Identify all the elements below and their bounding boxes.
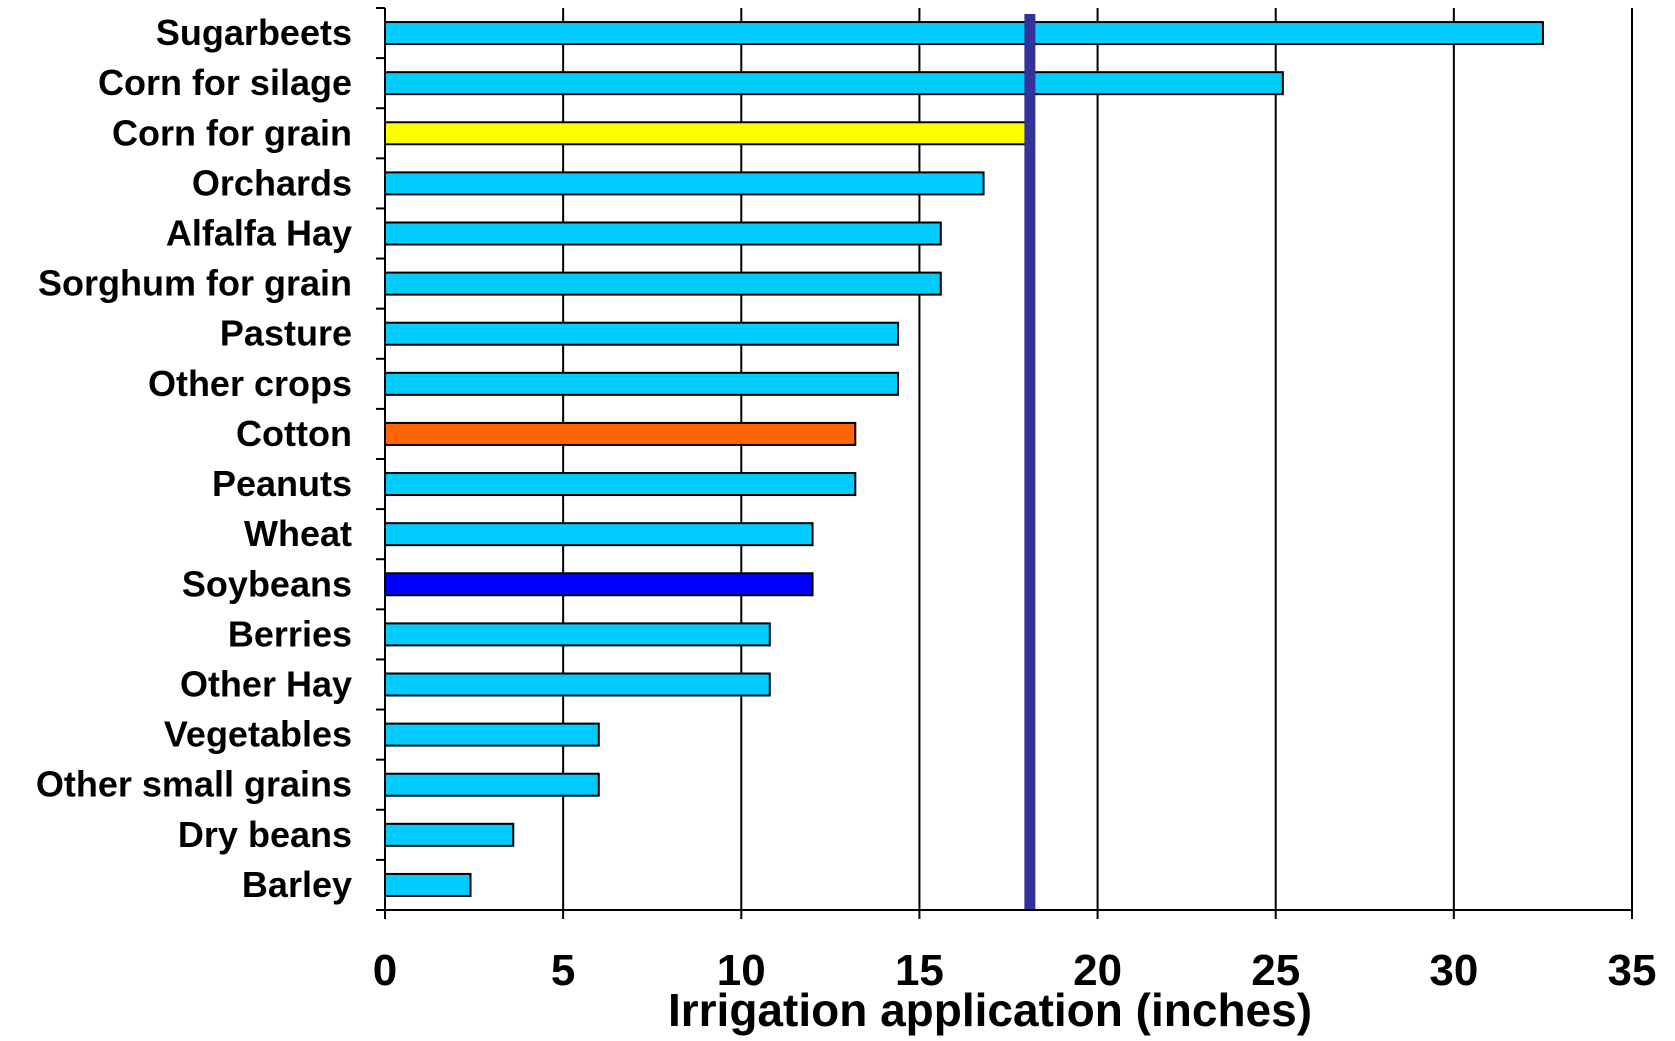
gridlines	[562, 8, 1633, 910]
x-tick-label: 25	[1251, 946, 1300, 995]
bar	[384, 672, 771, 697]
bar	[384, 622, 771, 647]
bar	[384, 872, 472, 897]
x-tick-label: 30	[1429, 946, 1478, 995]
x-tick-label: 15	[895, 946, 944, 995]
bar	[384, 522, 814, 547]
bar	[384, 772, 600, 797]
bar	[384, 421, 857, 446]
category-label: Soybeans	[182, 563, 352, 604]
category-label: Dry beans	[178, 814, 352, 855]
x-tick-labels: 0 5 10 15 20 25 30 35	[373, 946, 1657, 995]
category-label: Vegetables	[164, 714, 352, 755]
x-tick-label: 5	[551, 946, 575, 995]
x-axis-title: Irrigation application (inches)	[668, 984, 1312, 1036]
category-label: Other Hay	[180, 664, 352, 705]
bar	[384, 271, 942, 296]
x-tick-label: 0	[373, 946, 397, 995]
x-tick-label: 35	[1608, 946, 1657, 995]
category-label: Berries	[228, 613, 352, 654]
category-label: Peanuts	[212, 463, 352, 504]
category-label: Cotton	[236, 413, 352, 454]
bar	[384, 371, 900, 396]
bar	[384, 21, 1544, 46]
category-label: Barley	[242, 864, 352, 905]
bar	[384, 822, 515, 847]
category-label: Alfalfa Hay	[166, 213, 352, 254]
bar	[384, 71, 1284, 96]
x-tick-label: 20	[1073, 946, 1122, 995]
category-label: Wheat	[244, 513, 352, 554]
axes	[376, 7, 1633, 919]
category-label: Corn for grain	[112, 112, 352, 153]
bar	[384, 472, 857, 497]
bar	[384, 572, 814, 597]
category-label: Other small grains	[36, 764, 352, 805]
bars	[384, 21, 1544, 897]
category-label: Sugarbeets	[156, 12, 352, 53]
category-label: Sorghum for grain	[38, 263, 352, 304]
category-label: Pasture	[220, 313, 352, 354]
bar	[384, 221, 942, 246]
bar	[384, 321, 900, 346]
category-label: Corn for silage	[98, 62, 352, 103]
category-labels: Sugarbeets Corn for silage Corn for grain O…	[36, 12, 352, 905]
bar	[384, 121, 1028, 146]
bar	[384, 722, 600, 747]
x-tick-label: 10	[717, 946, 766, 995]
bar	[384, 171, 985, 196]
category-label: Orchards	[192, 162, 352, 203]
category-label: Other crops	[148, 363, 352, 404]
